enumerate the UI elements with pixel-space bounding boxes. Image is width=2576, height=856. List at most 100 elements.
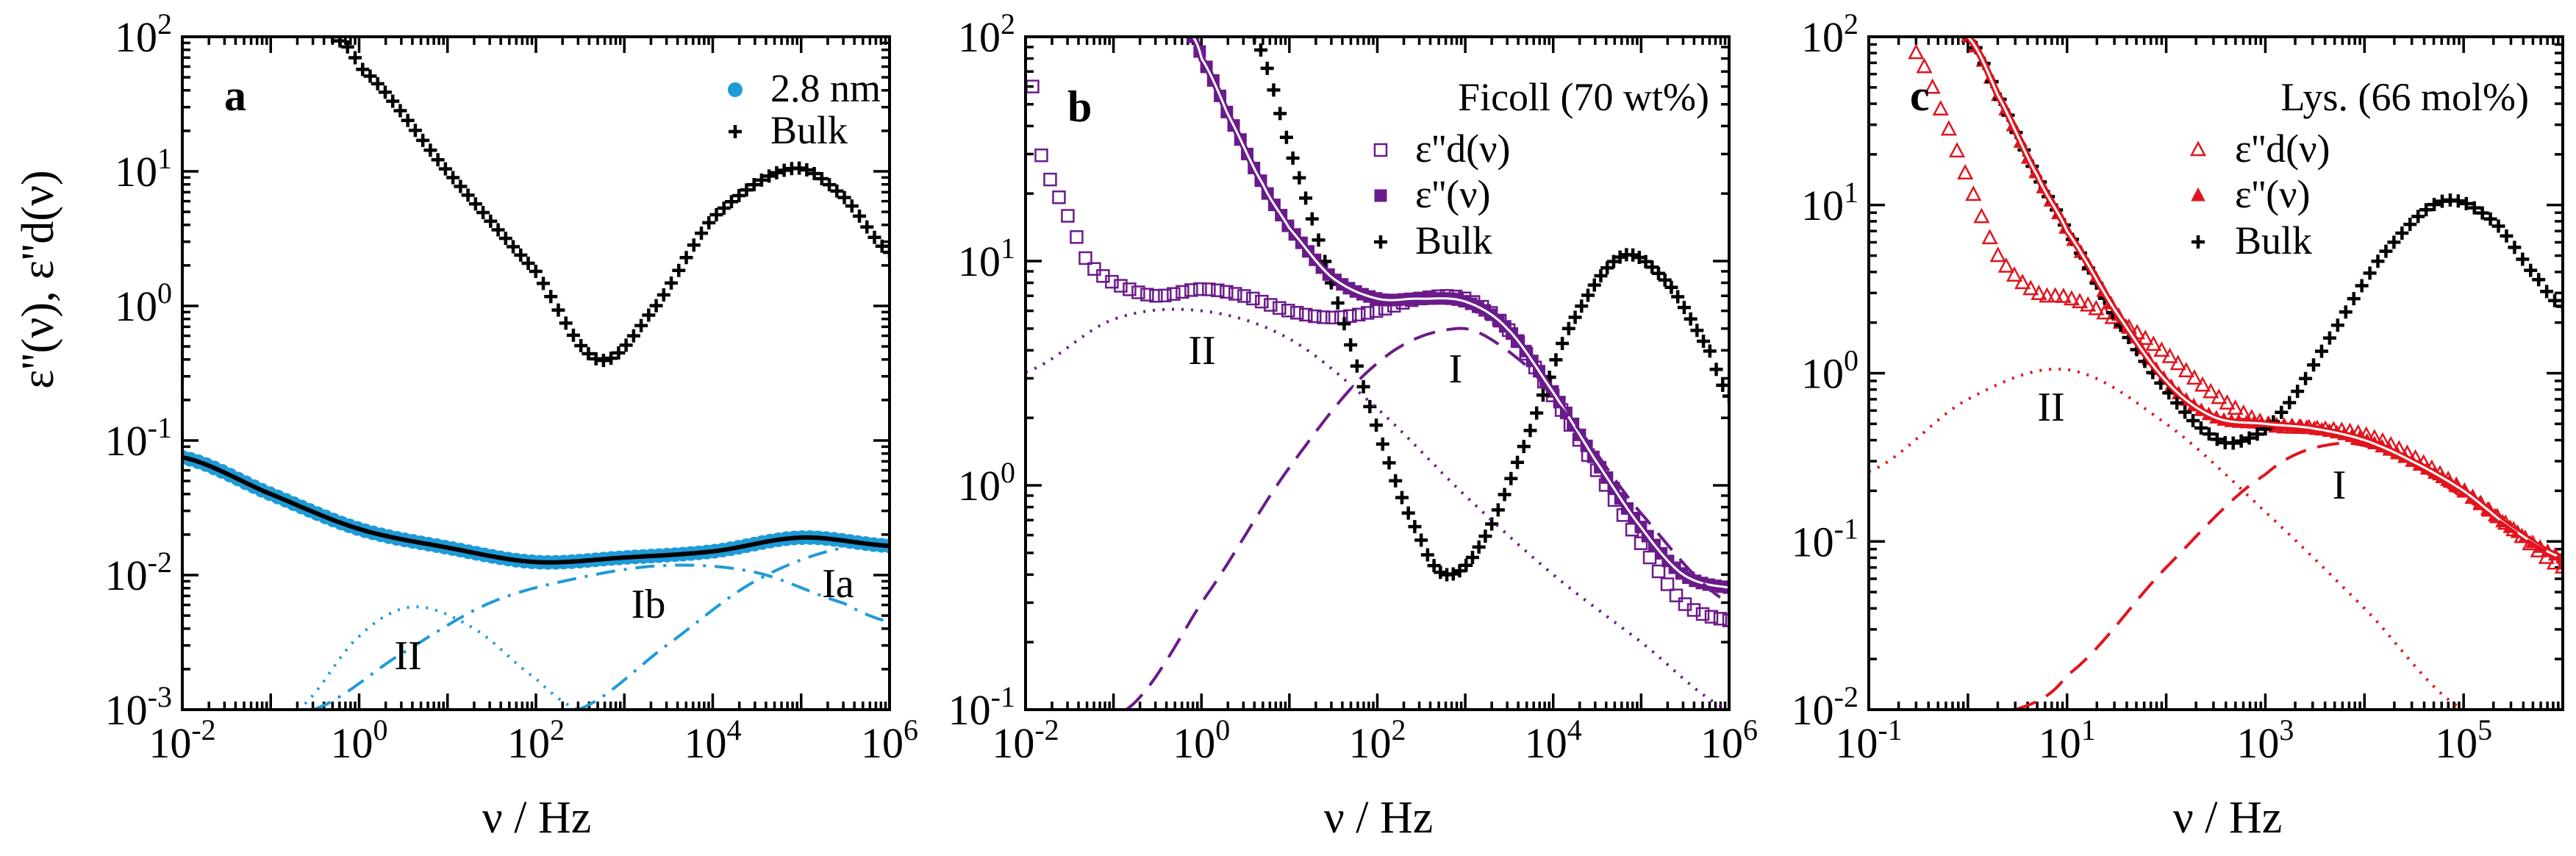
data-point [1408,520,1422,534]
data-point [1981,229,1998,245]
data-point [2055,287,2072,303]
data-point [1924,78,1941,94]
x-tick-label: 105 [2435,713,2492,767]
data-point [1248,37,1262,43]
data-point [724,195,738,209]
data-point [1299,307,1313,322]
y-tick-label: 100 [958,456,1015,510]
data-point [800,163,814,177]
data-point [1369,304,1384,318]
data-point [815,171,829,185]
data-point [1382,456,1396,470]
data-point [1530,406,1544,420]
data-point [793,161,806,175]
x-tick-label: 102 [1349,713,1406,767]
data-point [1184,283,1198,297]
legend-label-c: ε''d(ν) [2235,126,2330,171]
data-point [2363,266,2377,280]
data-point [1485,517,1499,531]
data-point [1472,540,1486,554]
data-point [1677,301,1691,315]
data-point [2178,405,2192,419]
process-I-line-c [2014,441,2563,710]
data-point [732,189,746,203]
legend-marker [2192,235,2205,249]
data-point [1511,455,1525,469]
data-point [619,338,633,352]
x-tick-label: 10-2 [149,713,215,767]
data-point [867,230,881,244]
data-point [1642,550,1657,565]
data-point [393,104,407,118]
data-point [2524,263,2538,277]
data-point [1973,207,1990,224]
annotation-b: I [1449,346,1463,392]
data-point [2006,266,2023,282]
data-point [544,290,558,304]
data-point [1465,551,1479,565]
data-point [2234,434,2248,448]
fit-line-a [182,455,890,565]
series-Bulk-a [326,37,890,368]
data-point [1414,533,1428,547]
data-point [438,162,452,176]
data-point [484,214,498,228]
data-point [2483,212,2497,226]
axes-b: 10-2 100 102 104 106 10-1 100 101 102 [948,7,1758,767]
annotation-a: II [394,633,421,679]
fit-line-top-a [182,454,890,565]
data-point [2395,227,2409,240]
data-point [551,303,565,317]
process-Ia-line-a [577,542,890,710]
data-point [2063,290,2080,306]
data-point [1389,474,1403,488]
data-point [2186,369,2203,385]
data-point [1211,283,1225,298]
data-point [2242,431,2256,445]
x-tick-label: 106 [1700,713,1758,767]
data-point [604,352,618,365]
data-point [1536,388,1550,402]
data-point [2178,362,2194,378]
data-point [1568,310,1582,324]
legend-title-b: Ficoll (70 wt%) [1458,75,1709,119]
y-tick-label: 101 [1801,176,1858,229]
data-point [1600,261,1614,275]
data-point [1459,558,1473,572]
y-tick-label: 102 [958,7,1015,61]
y-tick-label: 102 [115,7,172,61]
data-point [491,223,505,237]
data-point [2170,396,2184,410]
data-point [1594,269,1608,283]
data-point [521,257,535,271]
data-point [2080,296,2097,312]
data-point [2314,344,2328,358]
data-point [386,94,400,108]
data-point [559,316,573,330]
data-point [582,347,595,361]
data-point [1149,289,1163,303]
x-tick-label: 101 [2039,713,2096,767]
y-tick-label: 100 [1801,344,1858,398]
data-point [2411,210,2425,224]
data-point [1932,100,1949,115]
data-point [1220,285,1234,299]
data-point [1704,610,1719,624]
data-point [1697,334,1711,348]
data-point [679,251,693,265]
data-point [340,40,354,54]
data-point [1684,312,1697,326]
data-point [431,153,445,167]
annotation-b: II [1188,328,1215,374]
data-point [1140,288,1154,302]
y-tick-label: 10-3 [105,680,172,734]
data-point [860,220,874,234]
data-point [1491,503,1505,517]
data-point [514,248,528,262]
data-point [770,165,784,179]
data-point [2194,421,2208,435]
series-Bulk-b [1248,37,1729,582]
